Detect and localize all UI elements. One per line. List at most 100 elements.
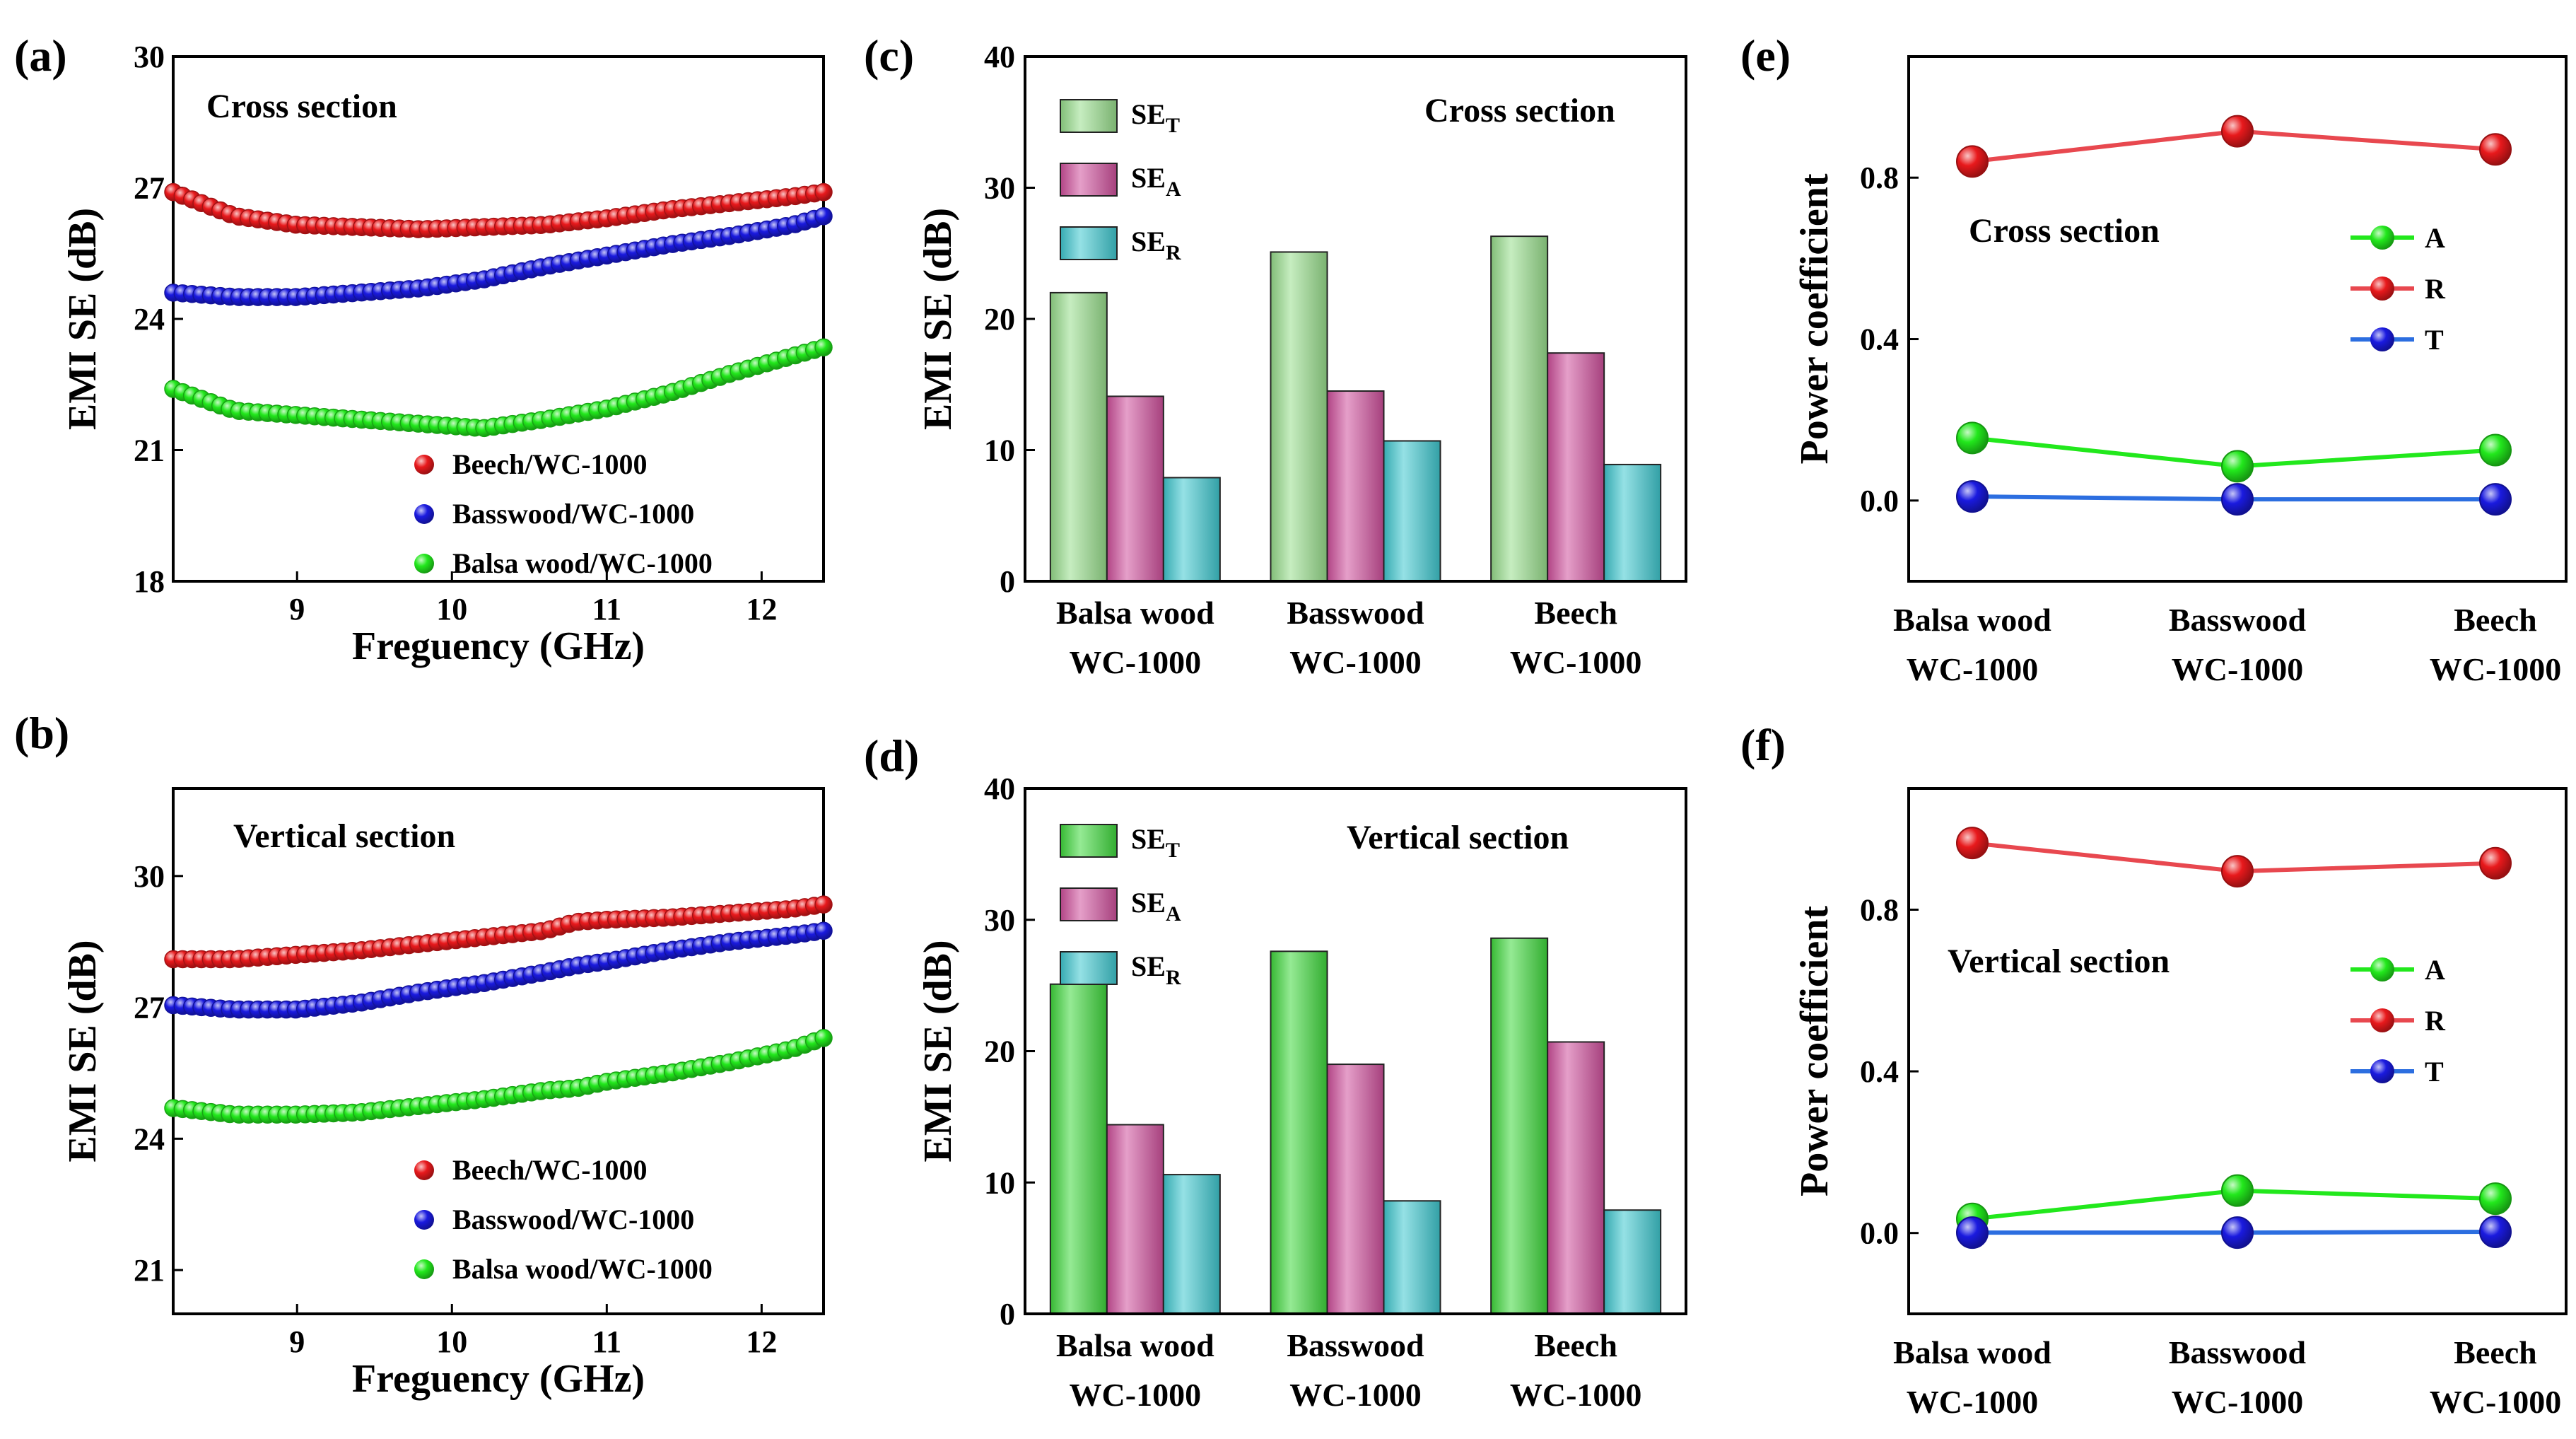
y-axis-title: Power coefficient	[1793, 173, 1837, 464]
legend-label: SET	[1131, 98, 1180, 137]
data-point	[2479, 1182, 2512, 1216]
legend-label: SER	[1131, 226, 1181, 264]
y-tick-label: 0	[1000, 1297, 1015, 1332]
category-label: WC-1000	[2430, 1384, 2562, 1420]
category-label: WC-1000	[1070, 1377, 1202, 1413]
chart-b-vertical-section-frequency: 9 10 11 12 21 24 27 30 Freguency (GHz) EMI SE (dB…	[61, 787, 833, 1401]
series-R	[1956, 115, 2512, 178]
x-tick-label: 9	[289, 1324, 305, 1359]
category-label: Balsa wood	[1056, 1327, 1214, 1363]
bar	[1547, 1041, 1605, 1315]
section-title: Cross section	[206, 88, 397, 125]
x-axis-title: Freguency (GHz)	[352, 1357, 645, 1401]
y-tick-label: 10	[984, 433, 1015, 468]
y-tick-label: 30	[984, 171, 1015, 206]
chart-a-cross-section-frequency: 9 10 11 12 18 21 24 27 30 Freguency (GHz) EMI SE (…	[61, 40, 833, 668]
data-point	[2479, 433, 2512, 467]
bar	[1270, 251, 1328, 582]
y-tick-label: 40	[984, 771, 1015, 806]
bar	[1490, 937, 1549, 1315]
bar	[1049, 983, 1108, 1315]
y-tick-label: 0.0	[1860, 484, 1899, 518]
series-red	[164, 182, 833, 238]
y-tick-label: 0.8	[1860, 892, 1899, 927]
y-tick-label: 30	[134, 40, 165, 74]
legend-label: R	[2425, 1005, 2446, 1037]
legend-label: SEA	[1131, 887, 1181, 926]
category-label: Basswood	[1287, 1327, 1424, 1363]
bar	[1603, 463, 1662, 583]
series-green	[164, 338, 833, 438]
category-label: WC-1000	[2430, 651, 2562, 687]
section-title: Vertical section	[1948, 943, 2170, 980]
legend-marker-green	[414, 554, 434, 573]
chart-f-vertical-section-power: 0.0 0.4 0.8 Balsa wood WC-1000 Basswood WC-100…	[1793, 787, 2568, 1420]
data-point	[814, 895, 833, 914]
legend-label: Basswood/WC-1000	[452, 1204, 694, 1235]
chart-e-cross-section-power: 0.0 0.4 0.8 Balsa wood WC-1000 Basswood WC-100…	[1793, 55, 2568, 687]
data-point	[814, 206, 833, 226]
legend-marker-blue	[414, 1210, 434, 1230]
category-label: Beech	[2454, 1334, 2537, 1370]
bar	[1106, 395, 1164, 582]
category-label: WC-1000	[1289, 644, 1422, 680]
y-tick-label: 20	[984, 1035, 1015, 1069]
legend-marker	[2370, 327, 2394, 351]
bar	[1106, 1124, 1164, 1315]
data-point	[2221, 450, 2254, 483]
x-tick-label: 12	[746, 1324, 777, 1359]
panel-letter-b: (b)	[14, 708, 69, 758]
section-title: Cross section	[1969, 212, 2160, 250]
data-point	[2221, 115, 2254, 148]
series-T	[1956, 1215, 2512, 1249]
legend-label: T	[2425, 1056, 2444, 1088]
legend-marker	[2370, 1008, 2394, 1032]
legend-swatch	[1060, 887, 1118, 921]
legend-swatch	[1060, 226, 1118, 260]
category-label: Basswood	[2169, 602, 2307, 638]
category-label: Basswood	[2169, 1334, 2307, 1370]
bar	[1270, 950, 1328, 1315]
y-tick-label: 27	[134, 991, 165, 1025]
legend-label: A	[2425, 954, 2445, 986]
legend-label: SER	[1131, 950, 1181, 989]
legend-label: Balsa wood/WC-1000	[452, 547, 713, 579]
legend-label: Balsa wood/WC-1000	[452, 1253, 713, 1285]
bar	[1603, 1209, 1662, 1315]
category-label: WC-1000	[1510, 644, 1642, 680]
legend-swatch	[1060, 163, 1118, 197]
y-tick-label: 21	[134, 433, 165, 468]
bar	[1490, 235, 1549, 582]
section-title: Cross section	[1424, 92, 1615, 129]
data-point	[814, 921, 833, 940]
bar	[1162, 1174, 1221, 1315]
y-tick-label: 30	[134, 859, 165, 894]
y-tick-label: 40	[984, 40, 1015, 74]
data-point	[2221, 1216, 2254, 1249]
bar	[1049, 291, 1108, 582]
data-point	[2479, 133, 2512, 166]
bar	[1383, 1200, 1441, 1315]
category-label: Beech	[1534, 1327, 1617, 1363]
series-A	[1956, 421, 2512, 483]
legend-swatch	[1060, 824, 1118, 858]
category-label: Balsa wood	[1893, 602, 2051, 638]
data-point	[1956, 145, 1989, 178]
category-label: Beech	[1534, 595, 1617, 631]
data-point	[1956, 480, 1989, 513]
y-tick-label: 30	[984, 903, 1015, 938]
category-label: Beech	[2454, 602, 2537, 638]
legend-swatch	[1060, 99, 1118, 133]
x-tick-label: 10	[436, 592, 467, 627]
legend-label: R	[2425, 273, 2446, 305]
category-label: Balsa wood	[1893, 1334, 2051, 1370]
series-T	[1956, 480, 2512, 516]
data-point	[814, 182, 833, 202]
y-tick-label: 24	[134, 302, 165, 337]
data-point	[2479, 483, 2512, 516]
section-title: Vertical section	[1347, 819, 1569, 856]
legend-label: T	[2425, 324, 2444, 356]
legend-marker-red	[414, 455, 434, 474]
y-tick-label: 0.8	[1860, 161, 1899, 195]
y-tick-label: 18	[134, 564, 165, 599]
